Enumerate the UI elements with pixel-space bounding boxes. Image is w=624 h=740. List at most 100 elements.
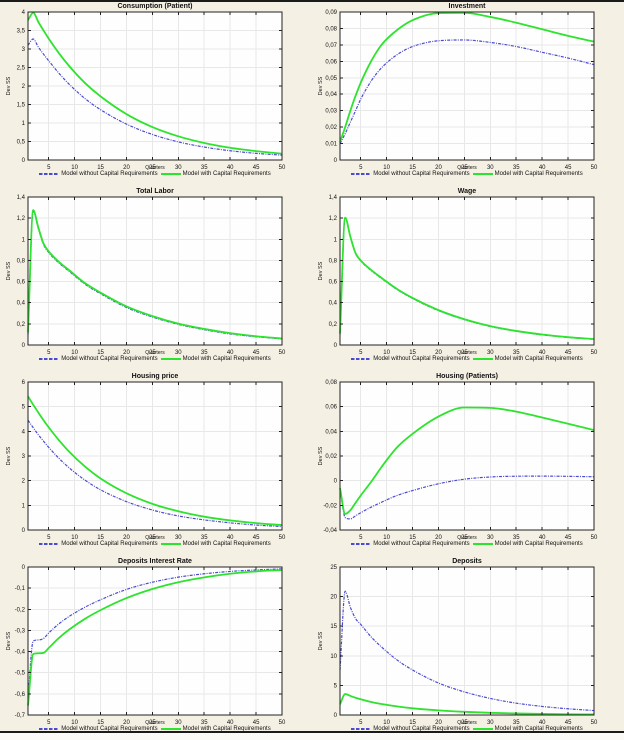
- legend: Model without Capital Requirements Model…: [28, 726, 282, 732]
- svg-text:0: 0: [22, 528, 26, 534]
- svg-text:30: 30: [487, 165, 494, 171]
- svg-text:15: 15: [330, 624, 337, 630]
- svg-text:20: 20: [123, 720, 130, 726]
- svg-text:20: 20: [123, 535, 130, 541]
- y-axis-label: Dev SS: [6, 446, 12, 466]
- legend-label-without: Model without Capital Requirements: [373, 356, 470, 362]
- svg-text:1,2: 1,2: [17, 216, 26, 222]
- svg-text:15: 15: [409, 350, 416, 356]
- svg-text:-0,4: -0,4: [15, 650, 26, 656]
- y-axis-label: Dev SS: [6, 261, 12, 281]
- legend-line-without-icon: [351, 728, 372, 730]
- legend-label-without: Model without Capital Requirements: [61, 541, 158, 547]
- svg-text:0,09: 0,09: [325, 10, 337, 16]
- legend-line-with-icon: [160, 542, 181, 546]
- svg-text:45: 45: [565, 535, 572, 541]
- svg-text:-0,04: -0,04: [323, 528, 337, 534]
- y-axis-label: Dev SS: [318, 76, 324, 96]
- legend-label-with: Model with Capital Requirements: [494, 541, 583, 547]
- y-axis-label: Dev SS: [6, 76, 12, 96]
- svg-text:30: 30: [175, 350, 182, 356]
- svg-text:40: 40: [539, 535, 546, 541]
- svg-text:0: 0: [22, 158, 26, 164]
- legend-line-without-icon: [351, 173, 372, 175]
- svg-text:15: 15: [409, 720, 416, 726]
- svg-text:20: 20: [123, 350, 130, 356]
- svg-text:0,8: 0,8: [329, 258, 338, 264]
- svg-text:1,5: 1,5: [17, 103, 26, 109]
- svg-text:40: 40: [539, 350, 546, 356]
- subplot-deposits: Deposits Dev SS 0 5 10 15 20 25 5 10 15 20 25 30 35 4…: [312, 555, 624, 740]
- x-axis-label: Quarters: [457, 165, 477, 171]
- svg-text:40: 40: [539, 720, 546, 726]
- svg-text:15: 15: [97, 720, 104, 726]
- svg-text:0,04: 0,04: [325, 429, 337, 435]
- svg-text:0,08: 0,08: [325, 26, 337, 32]
- svg-text:50: 50: [279, 165, 286, 171]
- plot-canvas: -0,7 -0,6 -0,5 -0,4 -0,3 -0,2 -0,1 0 5 10 15 20 25 30…: [15, 565, 286, 726]
- legend: Model without Capital Requirements Model…: [340, 726, 594, 732]
- legend-label-with: Model with Capital Requirements: [494, 171, 583, 177]
- svg-text:25: 25: [461, 350, 468, 356]
- svg-text:25: 25: [149, 720, 156, 726]
- legend-line-without-icon: [351, 543, 372, 545]
- svg-text:20: 20: [435, 720, 442, 726]
- svg-text:5: 5: [47, 350, 51, 356]
- svg-text:10: 10: [71, 720, 78, 726]
- x-axis-label: Quarters: [145, 165, 165, 171]
- svg-text:50: 50: [591, 350, 598, 356]
- svg-text:10: 10: [383, 350, 390, 356]
- svg-text:20: 20: [123, 165, 130, 171]
- svg-text:35: 35: [513, 350, 520, 356]
- svg-text:35: 35: [201, 165, 208, 171]
- svg-text:-0,3: -0,3: [15, 628, 26, 634]
- svg-text:20: 20: [435, 165, 442, 171]
- svg-text:-0,1: -0,1: [15, 586, 26, 592]
- svg-text:4: 4: [22, 429, 26, 435]
- svg-text:35: 35: [201, 535, 208, 541]
- svg-text:1: 1: [22, 121, 26, 127]
- plot-canvas: -0,04 -0,02 0 0,02 0,04 0,06 0,08 5 10 15 20 25 30 35…: [323, 380, 598, 541]
- svg-text:6: 6: [22, 380, 26, 386]
- chart-title: Deposits Interest Rate: [118, 558, 192, 565]
- svg-text:0,03: 0,03: [325, 109, 337, 115]
- svg-text:50: 50: [279, 535, 286, 541]
- svg-text:0,6: 0,6: [17, 280, 26, 286]
- legend-label-with: Model with Capital Requirements: [182, 171, 271, 177]
- svg-text:40: 40: [227, 535, 234, 541]
- svg-text:0,02: 0,02: [325, 125, 337, 131]
- legend-label-without: Model without Capital Requirements: [61, 171, 158, 177]
- svg-text:0: 0: [334, 343, 338, 349]
- svg-text:35: 35: [201, 350, 208, 356]
- svg-text:5: 5: [334, 683, 338, 689]
- y-axis-label: Dev SS: [318, 631, 324, 651]
- svg-text:30: 30: [487, 720, 494, 726]
- svg-text:0,6: 0,6: [329, 280, 338, 286]
- legend-line-with-icon: [472, 357, 493, 361]
- subplot-deposits-interest-rate: Deposits Interest Rate Dev SS -0,7 -0,6 -0…: [0, 555, 312, 740]
- svg-text:15: 15: [409, 535, 416, 541]
- y-axis-label: Dev SS: [318, 446, 324, 466]
- x-axis-label: Quarters: [145, 535, 165, 541]
- legend-label-with: Model with Capital Requirements: [182, 726, 271, 732]
- svg-text:3,5: 3,5: [17, 29, 26, 35]
- x-axis-label: Quarters: [145, 350, 165, 356]
- legend-label-without: Model without Capital Requirements: [373, 541, 470, 547]
- legend-label-with: Model with Capital Requirements: [182, 541, 271, 547]
- x-axis-label: Quarters: [457, 350, 477, 356]
- svg-text:15: 15: [97, 535, 104, 541]
- svg-text:35: 35: [513, 535, 520, 541]
- subplot-housing-price: Housing price Dev SS 0 1 2 3 4 5 6 5 10 15 20 25 30 3…: [0, 370, 312, 555]
- svg-text:0,2: 0,2: [17, 322, 26, 328]
- svg-text:30: 30: [487, 535, 494, 541]
- legend-line-without-icon: [39, 728, 60, 730]
- legend-line-with-icon: [472, 172, 493, 176]
- subplot-wage: Wage Dev SS 0 0,2 0,4 0,6 0,8 1 1,2 1,4 5 10 15 20 2…: [312, 185, 624, 370]
- subplot-consumption-patient: Consumption (Patient) Dev SS 0 0,5 1 1,5 2 2,…: [0, 0, 312, 185]
- legend-label-with: Model with Capital Requirements: [494, 356, 583, 362]
- svg-text:25: 25: [461, 165, 468, 171]
- legend: Model without Capital Requirements Model…: [28, 356, 282, 362]
- svg-text:0,8: 0,8: [17, 258, 26, 264]
